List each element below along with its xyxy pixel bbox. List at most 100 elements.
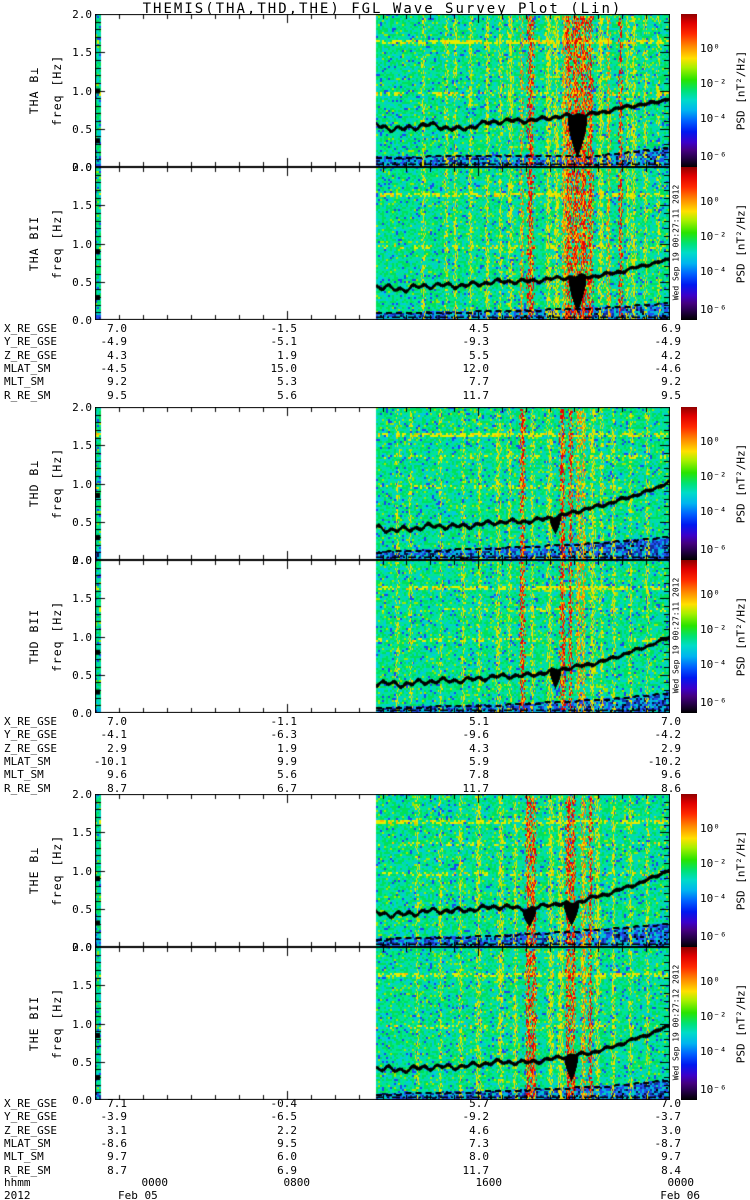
- spectrogram-panel: THA B⊥ freq [Hz] 2.0 1.5 1.0 0.5 0.0 10⁰ 10⁻²…: [0, 8, 750, 174]
- ephemeris-value: 8.6: [661, 781, 681, 795]
- ephemeris-row-label: MLT_SM: [4, 768, 44, 782]
- date-axis-row: 2012 Feb 05 Feb 06: [0, 1189, 750, 1200]
- ephemeris-table: X_RE_GSE 7.1 -0.4 5.7 7.0 Y_RE_GSE -3.9 -6.5 -9.…: [0, 1097, 750, 1179]
- ephemeris-row-label: Z_RE_GSE: [4, 741, 57, 755]
- ephemeris-value: 6.0: [277, 1150, 297, 1164]
- spectrogram-panel: THD BII freq [Hz] 2.0 1.5 1.0 0.5 0.0 10⁰ 10⁻…: [0, 554, 750, 720]
- y-tick-label: 2.0: [72, 554, 92, 567]
- ephemeris-value: 8.7: [107, 1163, 127, 1177]
- ephemeris-row: MLT_SM 9.7 6.0 8.0 9.7: [0, 1150, 750, 1163]
- spectrogram-panel: THE B⊥ freq [Hz] 2.0 1.5 1.0 0.5 0.0 10⁰ 10⁻²…: [0, 788, 750, 954]
- y-tick-label: 0.0: [72, 941, 92, 954]
- date-label: Feb 06: [660, 1189, 700, 1200]
- ephemeris-value: 5.6: [277, 768, 297, 782]
- y-tick-label: 0.0: [72, 1094, 92, 1107]
- panel-y-label: THD BII: [27, 608, 41, 665]
- psd-axis-label: PSD [nT²/Hz]: [734, 830, 748, 911]
- psd-axis-label: PSD [nT²/Hz]: [734, 203, 748, 284]
- ephemeris-value: -9.6: [462, 728, 490, 742]
- colorbar-tick-label: 10⁰: [700, 821, 720, 835]
- ephemeris-value: 1.9: [277, 348, 297, 362]
- ephemeris-value: 7.7: [469, 375, 489, 389]
- ephemeris-value: 4.3: [469, 741, 489, 755]
- y-tick-label: 0.5: [72, 902, 92, 916]
- ephemeris-row-label: R_RE_SM: [4, 1163, 51, 1177]
- ephemeris-value: -5.1: [270, 335, 298, 349]
- spectrogram-canvas: [95, 794, 670, 947]
- panel-y-label: THA B⊥: [27, 66, 41, 115]
- ephemeris-value: 9.5: [277, 1136, 297, 1150]
- y-tick-label: 2.0: [72, 401, 92, 414]
- y-tick-label: 0.5: [72, 515, 92, 529]
- ephemeris-row: MLAT_SM -8.6 9.5 7.3 -8.7: [0, 1137, 750, 1150]
- y-tick-label: 1.0: [72, 1017, 92, 1031]
- y-tick-label: 1.0: [72, 864, 92, 878]
- colorbar-tick-label: 10⁻⁴: [700, 658, 727, 672]
- ephemeris-value: -10.1: [93, 754, 127, 768]
- colorbar-tick-label: 10⁻²: [700, 469, 727, 483]
- ephemeris-row: Z_RE_GSE 3.1 2.2 4.6 3.0: [0, 1124, 750, 1137]
- colorbar-tick-label: 10⁻⁶: [700, 542, 727, 556]
- y-tick-label: 0.5: [72, 668, 92, 682]
- ephemeris-value: 2.9: [107, 741, 127, 755]
- ephemeris-value: -3.9: [100, 1110, 128, 1124]
- spectrogram-panel: THD B⊥ freq [Hz] 2.0 1.5 1.0 0.5 0.0 10⁰ 10⁻²…: [0, 401, 750, 567]
- y-tick-label: 1.5: [72, 592, 92, 606]
- ephemeris-row: Y_RE_GSE -3.9 -6.5 -9.2 -3.7: [0, 1110, 750, 1123]
- y-tick-label: 1.5: [72, 439, 92, 453]
- colorbar-tick-label: 10⁻⁴: [700, 1045, 727, 1059]
- ephemeris-value: 8.4: [661, 1163, 681, 1177]
- panel-y-label: THD B⊥: [27, 459, 41, 508]
- colorbar-tick-label: 10⁻⁴: [700, 892, 727, 906]
- spectrogram-canvas: [95, 407, 670, 560]
- y-tick-label: 2.0: [72, 788, 92, 801]
- ephemeris-row-label: R_RE_SM: [4, 388, 51, 402]
- ephemeris-value: 7.1: [107, 1097, 127, 1110]
- ephemeris-row-label: Y_RE_GSE: [4, 1110, 57, 1124]
- y-tick-label: 1.5: [72, 979, 92, 993]
- ephemeris-row-label: Z_RE_GSE: [4, 1123, 57, 1137]
- time-axis-title: hhmm: [4, 1176, 31, 1189]
- y-tick-label: 1.5: [72, 199, 92, 213]
- ephemeris-row-label: Z_RE_GSE: [4, 348, 57, 362]
- ephemeris-row-label: MLT_SM: [4, 375, 44, 389]
- y-tick-label: 1.0: [72, 84, 92, 98]
- ephemeris-row: Y_RE_GSE -4.9 -5.1 -9.3 -4.9: [0, 335, 750, 348]
- ephemeris-value: 2.2: [277, 1123, 297, 1137]
- colorbar-tick-label: 10⁻⁴: [700, 112, 727, 126]
- ephemeris-value: 11.7: [462, 388, 490, 402]
- colorbar-tick-label: 10⁻²: [700, 856, 727, 870]
- spectrogram-panel: THE BII freq [Hz] 2.0 1.5 1.0 0.5 0.0 10⁰ 10⁻…: [0, 941, 750, 1107]
- ephemeris-value: -1.5: [270, 322, 298, 335]
- panel-y-label: THA BII: [27, 215, 41, 272]
- ephemeris-value: -4.5: [100, 361, 128, 375]
- spectrogram-canvas: [95, 947, 670, 1100]
- ephemeris-value: 9.7: [661, 1150, 681, 1164]
- ephemeris-value: -4.9: [654, 335, 682, 349]
- ephemeris-value: 9.2: [107, 375, 127, 389]
- ephemeris-row: R_RE_SM 8.7 6.9 11.7 8.4: [0, 1164, 750, 1177]
- time-tick-label: 0800: [283, 1176, 311, 1189]
- ephemeris-row: Z_RE_GSE 4.3 1.9 5.5 4.2: [0, 349, 750, 362]
- ephemeris-row-label: MLAT_SM: [4, 1136, 51, 1150]
- spectrogram-panel: THA BII freq [Hz] 2.0 1.5 1.0 0.5 0.0 10⁰ 10⁻…: [0, 161, 750, 327]
- ephemeris-value: 9.5: [107, 388, 127, 402]
- creation-timestamp: Wed Sep 19 00:27:11 2012: [671, 577, 681, 694]
- ephemeris-value: 7.3: [469, 1136, 489, 1150]
- colorbar-tick-label: 10⁻⁶: [700, 149, 727, 163]
- ephemeris-value: 7.8: [469, 768, 489, 782]
- colorbar-tick-label: 10⁻²: [700, 622, 727, 636]
- ephemeris-row-label: X_RE_GSE: [4, 322, 57, 335]
- spectrogram-canvas: [95, 560, 670, 713]
- spectrogram-canvas: [95, 167, 670, 320]
- psd-axis-label: PSD [nT²/Hz]: [734, 50, 748, 131]
- ephemeris-value: 9.6: [661, 768, 681, 782]
- ephemeris-value: 4.2: [661, 348, 681, 362]
- ephemeris-value: 1.9: [277, 741, 297, 755]
- ephemeris-value: 4.5: [469, 322, 489, 335]
- ephemeris-value: -8.7: [654, 1136, 682, 1150]
- y-tick-label: 2.0: [72, 161, 92, 174]
- colorbar-tick-label: 10⁰: [700, 587, 720, 601]
- ephemeris-value: 15.0: [270, 361, 298, 375]
- ephemeris-value: 3.0: [661, 1123, 681, 1137]
